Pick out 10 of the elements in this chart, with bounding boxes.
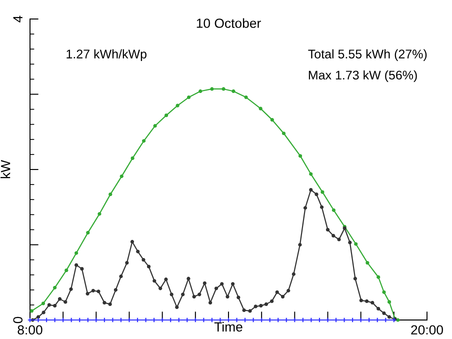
x-tick-label: 8:00 [18,325,42,335]
x-axis-title: Time [214,322,242,332]
annotation: 1.27 kWh/kWp [66,49,146,61]
y-tick-label: 0 [13,316,23,324]
annotation: Max 1.73 kW (56%) [308,70,417,82]
y-axis-title: kW [0,160,10,178]
annotation: Total 5.55 kWh (27%) [308,49,427,61]
y-tick-label: 4 [13,16,22,22]
x-tick-label: 20:00 [411,325,443,335]
chart-title: 10 October [196,18,261,28]
